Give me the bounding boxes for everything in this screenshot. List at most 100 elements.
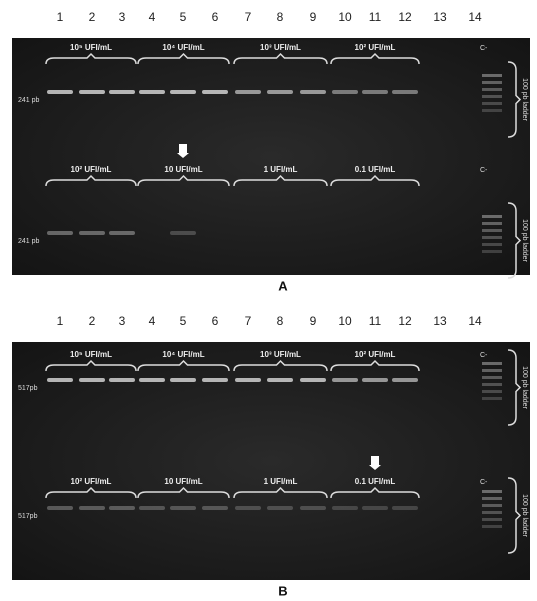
ladder-band bbox=[482, 102, 502, 105]
lane-number: 11 bbox=[369, 314, 382, 328]
ladder-band bbox=[482, 369, 502, 372]
gel-image bbox=[12, 38, 530, 275]
concentration-label: 10⁵ UFI/mL bbox=[70, 43, 112, 52]
dna-band bbox=[139, 506, 165, 510]
dna-band bbox=[362, 90, 388, 94]
ladder-band bbox=[482, 88, 502, 91]
concentration-label: 10³ UFI/mL bbox=[260, 350, 301, 359]
dna-band bbox=[170, 231, 196, 235]
lane-number: 4 bbox=[149, 10, 156, 24]
ladder-band bbox=[482, 376, 502, 379]
lane-number: 5 bbox=[180, 10, 187, 24]
figure: 123456789101112131410⁵ UFI/mL10⁴ UFI/mL1… bbox=[0, 0, 537, 601]
dna-band bbox=[79, 90, 105, 94]
dna-band bbox=[300, 506, 326, 510]
dna-band bbox=[235, 506, 261, 510]
ladder-band bbox=[482, 362, 502, 365]
lane-number: 12 bbox=[398, 10, 412, 24]
ladder-band bbox=[482, 397, 502, 400]
size-marker: 241 pb bbox=[18, 97, 40, 104]
dna-band bbox=[47, 378, 73, 382]
lane-number: 6 bbox=[212, 314, 219, 328]
dna-band bbox=[47, 90, 73, 94]
arrow-marker bbox=[371, 456, 379, 465]
lane-number: 9 bbox=[310, 314, 317, 328]
dna-band bbox=[202, 90, 228, 94]
dna-band bbox=[267, 506, 293, 510]
lane-number: 8 bbox=[277, 10, 284, 24]
dna-band bbox=[267, 90, 293, 94]
lane-number: 9 bbox=[310, 10, 317, 24]
dna-band bbox=[170, 378, 196, 382]
lane-number: 13 bbox=[433, 314, 447, 328]
lane-number: 10 bbox=[338, 314, 352, 328]
size-marker: 517pb bbox=[18, 385, 38, 392]
lane-number: 8 bbox=[277, 314, 284, 328]
lane-number: 7 bbox=[245, 10, 252, 24]
control-label: C- bbox=[480, 352, 488, 359]
ladder-band bbox=[482, 222, 502, 225]
lane-number: 14 bbox=[468, 10, 482, 24]
gel-image bbox=[12, 342, 530, 580]
ladder-band bbox=[482, 95, 502, 98]
concentration-label: 0.1 UFI/mL bbox=[355, 165, 396, 174]
control-label: C- bbox=[480, 167, 488, 174]
ladder-label: 100 pb ladder bbox=[521, 494, 528, 537]
lane-number: 1 bbox=[57, 314, 64, 328]
lane-number: 11 bbox=[369, 10, 382, 24]
dna-band bbox=[235, 90, 261, 94]
dna-band bbox=[332, 90, 358, 94]
ladder-band bbox=[482, 236, 502, 239]
concentration-label: 10² UFI/mL bbox=[71, 477, 112, 486]
dna-band bbox=[109, 231, 135, 235]
concentration-label: 10 UFI/mL bbox=[164, 165, 202, 174]
ladder-label: 100 pb ladder bbox=[521, 366, 528, 409]
ladder-band bbox=[482, 109, 502, 112]
dna-band bbox=[109, 90, 135, 94]
dna-band bbox=[47, 506, 73, 510]
panel-label: A bbox=[278, 278, 288, 293]
dna-band bbox=[362, 506, 388, 510]
dna-band bbox=[392, 378, 418, 382]
dna-band bbox=[362, 378, 388, 382]
ladder-band bbox=[482, 518, 502, 521]
concentration-label: 10² UFI/mL bbox=[71, 165, 112, 174]
size-marker: 241 pb bbox=[18, 238, 40, 245]
lane-number: 4 bbox=[149, 314, 156, 328]
ladder-band bbox=[482, 497, 502, 500]
ladder-band bbox=[482, 525, 502, 528]
dna-band bbox=[109, 506, 135, 510]
ladder-band bbox=[482, 229, 502, 232]
lane-number: 2 bbox=[89, 10, 96, 24]
ladder-band bbox=[482, 490, 502, 493]
dna-band bbox=[332, 378, 358, 382]
dna-band bbox=[235, 378, 261, 382]
lane-number: 3 bbox=[119, 314, 126, 328]
ladder-band bbox=[482, 81, 502, 84]
concentration-label: 10² UFI/mL bbox=[355, 43, 396, 52]
concentration-label: 10⁵ UFI/mL bbox=[70, 350, 112, 359]
ladder-band bbox=[482, 504, 502, 507]
control-label: C- bbox=[480, 45, 488, 52]
dna-band bbox=[79, 506, 105, 510]
dna-band bbox=[267, 378, 293, 382]
control-label: C- bbox=[480, 479, 488, 486]
dna-band bbox=[47, 231, 73, 235]
dna-band bbox=[139, 90, 165, 94]
size-marker: 517pb bbox=[18, 513, 38, 520]
panel-label: B bbox=[278, 583, 287, 598]
ladder-band bbox=[482, 243, 502, 246]
concentration-label: 10³ UFI/mL bbox=[260, 43, 301, 52]
lane-number: 12 bbox=[398, 314, 412, 328]
ladder-band bbox=[482, 215, 502, 218]
dna-band bbox=[202, 378, 228, 382]
concentration-label: 1 UFI/mL bbox=[264, 165, 298, 174]
concentration-label: 10² UFI/mL bbox=[355, 350, 396, 359]
arrow-marker bbox=[179, 144, 187, 153]
dna-band bbox=[332, 506, 358, 510]
dna-band bbox=[300, 378, 326, 382]
lane-number: 2 bbox=[89, 314, 96, 328]
ladder-band bbox=[482, 390, 502, 393]
dna-band bbox=[139, 378, 165, 382]
concentration-label: 10⁴ UFI/mL bbox=[162, 350, 204, 359]
